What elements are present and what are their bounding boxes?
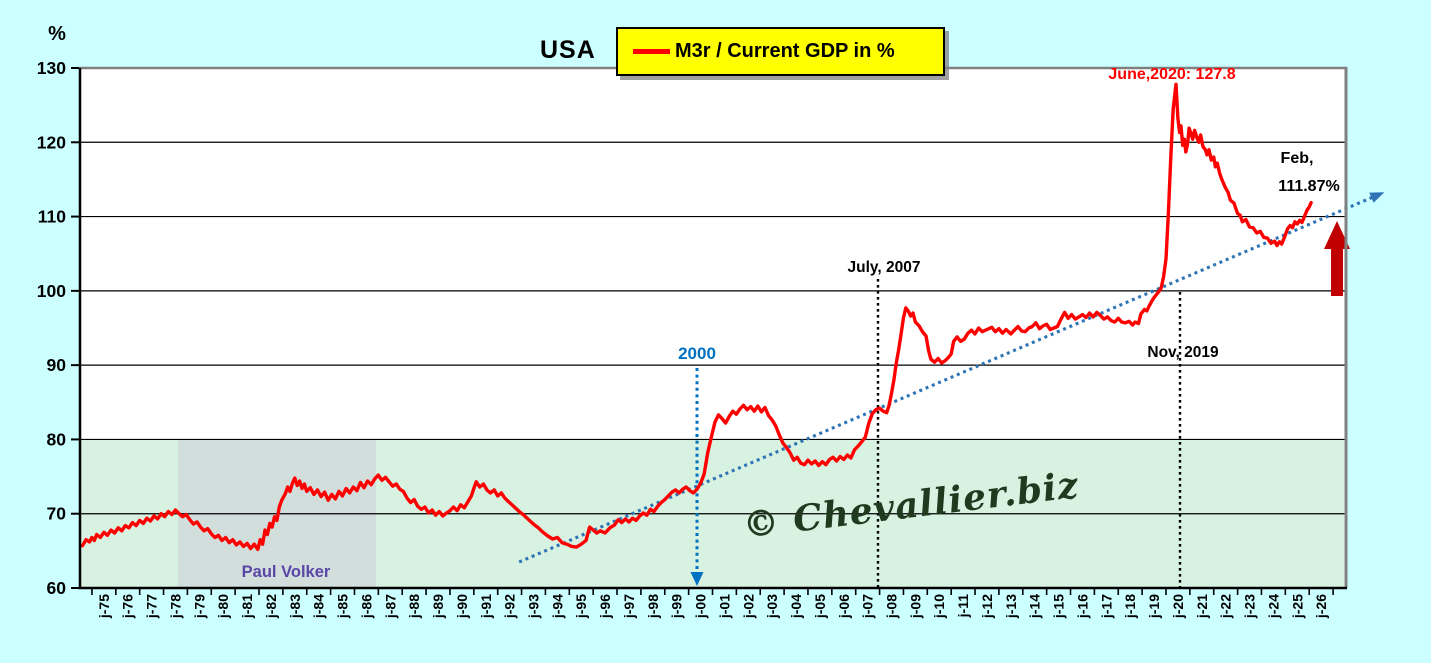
x-tick-label: j-76: [120, 594, 136, 619]
x-tick-label: j-21: [1194, 594, 1210, 619]
label-2000: 2000: [678, 344, 716, 363]
y-tick-label: 110: [38, 207, 66, 227]
x-tick-label: j-98: [645, 594, 661, 619]
x-tick-label: j-97: [621, 594, 637, 619]
x-tick-label: j-81: [239, 594, 255, 619]
feb-value-annotation: 111.87%: [1278, 178, 1339, 195]
x-tick-label: j-20: [1170, 594, 1186, 619]
x-tick-label: j-18: [1122, 594, 1138, 619]
x-tick-label: j-03: [764, 594, 780, 619]
x-tick-label: j-05: [812, 594, 828, 619]
x-tick-label: j-83: [287, 594, 303, 619]
legend-line-sample-icon: [633, 49, 670, 54]
x-tick-label: j-79: [191, 594, 207, 619]
x-tick-label: j-13: [1003, 594, 1019, 619]
x-tick-label: j-15: [1051, 594, 1067, 619]
y-tick-label: 100: [37, 281, 66, 301]
x-tick-label: j-87: [382, 594, 398, 619]
x-tick-label: j-19: [1146, 594, 1162, 619]
x-tick-label: j-08: [884, 594, 900, 619]
y-tick-label: 80: [47, 429, 67, 449]
up-arrow-shaft: [1331, 247, 1343, 296]
x-tick-label: j-04: [788, 594, 804, 619]
x-tick-label: j-93: [525, 594, 541, 619]
y-tick-label: 130: [37, 58, 66, 78]
x-tick-label: j-23: [1242, 594, 1258, 619]
x-tick-label: j-07: [860, 594, 876, 619]
label-july-2007: July, 2007: [848, 259, 921, 276]
m3r-gdp-line: [80, 82, 1313, 552]
y-tick-label: 60: [47, 578, 67, 598]
x-tick-label: j-99: [669, 594, 685, 619]
x-tick-label: j-16: [1074, 594, 1090, 619]
x-tick-label: j-86: [358, 594, 374, 619]
legend: M3r / Current GDP in %: [616, 27, 945, 76]
x-tick-label: j-80: [215, 594, 231, 619]
x-tick-label: j-82: [263, 594, 279, 619]
x-tick-label: j-88: [406, 594, 422, 619]
volcker-label: Paul Volker: [242, 563, 331, 581]
trendline-arrowhead: [1369, 192, 1385, 203]
x-tick-label: j-91: [478, 594, 494, 619]
x-tick-label: j-01: [716, 594, 732, 619]
x-tick-label: j-10: [931, 594, 947, 619]
x-tick-label: j-00: [693, 594, 709, 619]
x-tick-label: j-06: [836, 594, 852, 619]
x-tick-label: j-25: [1289, 594, 1305, 619]
x-tick-label: j-78: [167, 594, 183, 619]
x-tick-label: j-94: [549, 594, 565, 619]
x-tick-label: j-14: [1027, 594, 1043, 619]
x-tick-label: j-09: [907, 594, 923, 619]
x-tick-label: j-17: [1098, 594, 1114, 619]
feb-label-annotation: Feb,: [1281, 150, 1314, 167]
y-axis-unit-label: %: [48, 23, 66, 45]
y-tick-label: 70: [47, 504, 67, 524]
x-tick-label: j-12: [979, 594, 995, 619]
trendline: [518, 194, 1377, 564]
x-tick-label: j-26: [1313, 594, 1329, 619]
x-tick-label: j-75: [96, 594, 112, 619]
down-arrow-2000-icon: [690, 572, 704, 586]
x-tick-label: j-22: [1218, 594, 1234, 619]
legend-label: M3r / Current GDP in %: [675, 40, 895, 62]
y-tick-label: 120: [37, 132, 66, 152]
label-nov-2019: Nov, 2019: [1147, 344, 1219, 361]
x-tick-label: j-92: [502, 594, 518, 619]
x-tick-label: j-02: [740, 594, 756, 619]
x-tick-label: j-77: [144, 594, 160, 619]
x-tick-label: j-95: [573, 594, 589, 619]
x-tick-label: j-96: [597, 594, 613, 619]
x-tick-label: j-84: [311, 594, 327, 619]
x-tick-label: j-90: [454, 594, 470, 619]
chart-title: USA: [540, 36, 596, 64]
x-tick-label: j-89: [430, 594, 446, 619]
x-tick-label: j-24: [1265, 594, 1281, 619]
up-arrow-icon: [1324, 221, 1350, 249]
y-tick-label: 90: [47, 355, 67, 375]
x-tick-label: j-11: [955, 594, 971, 619]
x-tick-label: j-85: [335, 594, 351, 619]
peak-annotation: June,2020: 127.8: [1108, 66, 1235, 83]
